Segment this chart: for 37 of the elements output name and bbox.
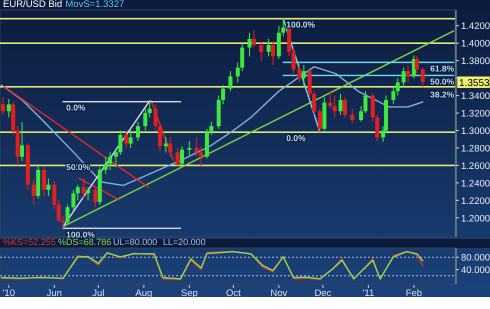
x-tick-label: Jul	[92, 288, 104, 299]
y-tick-label: 1.2000	[461, 213, 490, 224]
annotation: 38.2%	[430, 90, 455, 100]
y-tick-label: 1.3800	[461, 56, 490, 68]
x-tick-label: Sep	[180, 288, 198, 299]
ref-line-label: UL=80.000	[113, 237, 158, 247]
y-tick-label: 1.2800	[461, 143, 490, 154]
annotation: 50.0%	[430, 76, 455, 86]
annotation: 100.0%	[286, 20, 316, 30]
x-tick-label: Oct	[226, 288, 242, 299]
y-tick-label: 1.2600	[461, 160, 490, 172]
y-tick-label: 1.4200	[461, 21, 490, 32]
y-tick-label: 1.2200	[461, 196, 490, 207]
chart-subtitle: MovS=1.3327	[65, 0, 124, 10]
y-tick-label: 80.000	[461, 252, 490, 264]
series-label: %DS=68.786	[58, 237, 112, 247]
x-tick-label: Dec	[314, 288, 332, 299]
y-tick-label: 1.2400	[461, 178, 490, 190]
x-tick-label: '11	[362, 288, 374, 299]
y-tick-label: 1.3200	[461, 108, 490, 120]
annotation: 0.0%	[286, 133, 306, 144]
chart-title: EUR/USD Bid	[3, 0, 62, 10]
annotation: 1.3553	[459, 78, 490, 90]
x-tick-label: Aug	[135, 288, 152, 299]
ref-line-label: LL=20.000	[162, 237, 206, 247]
y-tick-label: 40.000	[461, 265, 490, 276]
text: %KS=52.255	[3, 237, 56, 247]
y-tick-label: 1.3400	[461, 91, 490, 102]
x-tick-label: Jun	[46, 288, 62, 299]
y-tick-label: 1.4000	[461, 38, 490, 50]
x-tick-label: Nov	[270, 288, 288, 299]
annotation: 0.0%	[66, 102, 86, 113]
annotation: 100.0%	[66, 229, 96, 240]
x-tick-label: Feb	[406, 288, 422, 299]
annotation: 61.8%	[430, 63, 455, 74]
x-tick-label: '10	[2, 288, 15, 299]
y-tick-label: 1.3000	[461, 126, 490, 137]
